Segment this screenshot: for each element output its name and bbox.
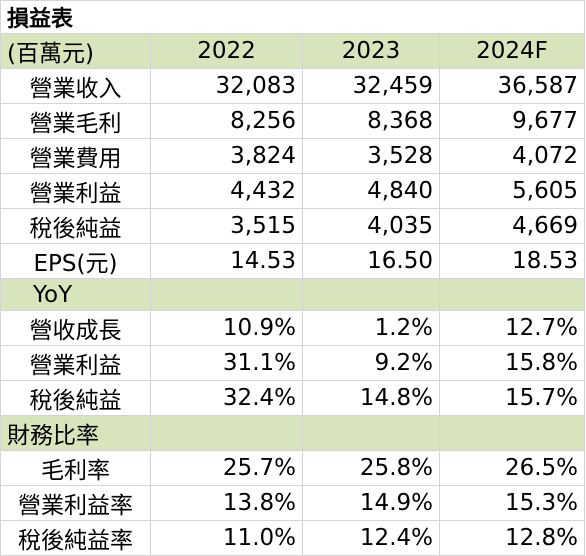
income-row: EPS(元) 14.53 16.50 18.53 <box>0 243 586 279</box>
cell-value: 11.0% <box>150 520 303 556</box>
yoy-row: 營業利益 31.1% 9.2% 15.8% <box>0 345 586 381</box>
cell-value: 31.1% <box>150 345 303 381</box>
cell-value: 9.2% <box>302 345 440 381</box>
section-spacer <box>302 415 440 451</box>
cell-value: 15.3% <box>438 485 586 521</box>
cell-value: 26.5% <box>438 450 586 486</box>
cell-value: 13.8% <box>150 485 303 521</box>
cell-value: 12.8% <box>438 520 586 556</box>
income-row: 營業收入 32,083 32,459 36,587 <box>0 68 586 104</box>
section-spacer <box>438 415 586 451</box>
cell-value: 15.8% <box>438 345 586 381</box>
cell-value: 18.53 <box>438 243 586 279</box>
section-spacer <box>302 278 440 311</box>
year-header: 2022 <box>150 33 303 69</box>
ratio-row: 稅後純益率 11.0% 12.4% 12.8% <box>0 520 586 556</box>
cell-value: 4,432 <box>150 173 303 209</box>
cell-value: 3,528 <box>302 138 440 174</box>
income-row: 營業利益 4,432 4,840 5,605 <box>0 173 586 209</box>
ratio-row: 營業利益率 13.8% 14.9% 15.3% <box>0 485 586 521</box>
section-title-yoy: YoY <box>0 278 151 311</box>
row-label: 稅後純益 <box>0 208 151 244</box>
cell-value: 32,083 <box>150 68 303 104</box>
row-label: 營業收入 <box>0 68 151 104</box>
yoy-row: 營收成長 10.9% 1.2% 12.7% <box>0 310 586 346</box>
cell-value: 10.9% <box>150 310 303 346</box>
cell-value: 12.4% <box>302 520 440 556</box>
cell-value: 8,368 <box>302 103 440 139</box>
cell-value: 25.8% <box>302 450 440 486</box>
table-title: 損益表 <box>0 0 586 34</box>
cell-value: 3,824 <box>150 138 303 174</box>
cell-value: 4,035 <box>302 208 440 244</box>
cell-value: 8,256 <box>150 103 303 139</box>
cell-value: 32,459 <box>302 68 440 104</box>
cell-value: 25.7% <box>150 450 303 486</box>
cell-value: 14.9% <box>302 485 440 521</box>
income-row: 營業毛利 8,256 8,368 9,677 <box>0 103 586 139</box>
income-row: 營業費用 3,824 3,528 4,072 <box>0 138 586 174</box>
unit-label: (百萬元) <box>0 33 151 69</box>
section-spacer <box>150 415 303 451</box>
cell-value: 36,587 <box>438 68 586 104</box>
row-label: 營業利益率 <box>0 485 151 521</box>
row-label: 毛利率 <box>0 450 151 486</box>
cell-value: 12.7% <box>438 310 586 346</box>
section-spacer <box>150 278 303 311</box>
income-row: 稅後純益 3,515 4,035 4,669 <box>0 208 586 244</box>
yoy-section-row: YoY <box>0 278 586 311</box>
cell-value: 16.50 <box>302 243 440 279</box>
cell-value: 3,515 <box>150 208 303 244</box>
cell-value: 4,840 <box>302 173 440 209</box>
cell-value: 5,605 <box>438 173 586 209</box>
ratio-row: 毛利率 25.7% 25.8% 26.5% <box>0 450 586 486</box>
cell-value: 4,669 <box>438 208 586 244</box>
row-label: EPS(元) <box>0 243 151 279</box>
cell-value: 14.8% <box>302 380 440 416</box>
title-row: 損益表 <box>0 0 586 34</box>
cell-value: 1.2% <box>302 310 440 346</box>
cell-value: 14.53 <box>150 243 303 279</box>
cell-value: 32.4% <box>150 380 303 416</box>
year-header: 2023 <box>302 33 440 69</box>
row-label: 營收成長 <box>0 310 151 346</box>
yoy-row: 稅後純益 32.4% 14.8% 15.7% <box>0 380 586 416</box>
row-label: 營業毛利 <box>0 103 151 139</box>
ratio-section-row: 財務比率 <box>0 415 586 451</box>
row-label: 營業利益 <box>0 173 151 209</box>
section-spacer <box>438 278 586 311</box>
row-label: 稅後純益 <box>0 380 151 416</box>
row-label: 營業費用 <box>0 138 151 174</box>
cell-value: 9,677 <box>438 103 586 139</box>
section-title-ratios: 財務比率 <box>0 415 151 451</box>
year-header: 2024F <box>438 33 586 69</box>
row-label: 營業利益 <box>0 345 151 381</box>
cell-value: 15.7% <box>438 380 586 416</box>
row-label: 稅後純益率 <box>0 520 151 556</box>
header-row: (百萬元) 2022 2023 2024F <box>0 33 586 69</box>
cell-value: 4,072 <box>438 138 586 174</box>
